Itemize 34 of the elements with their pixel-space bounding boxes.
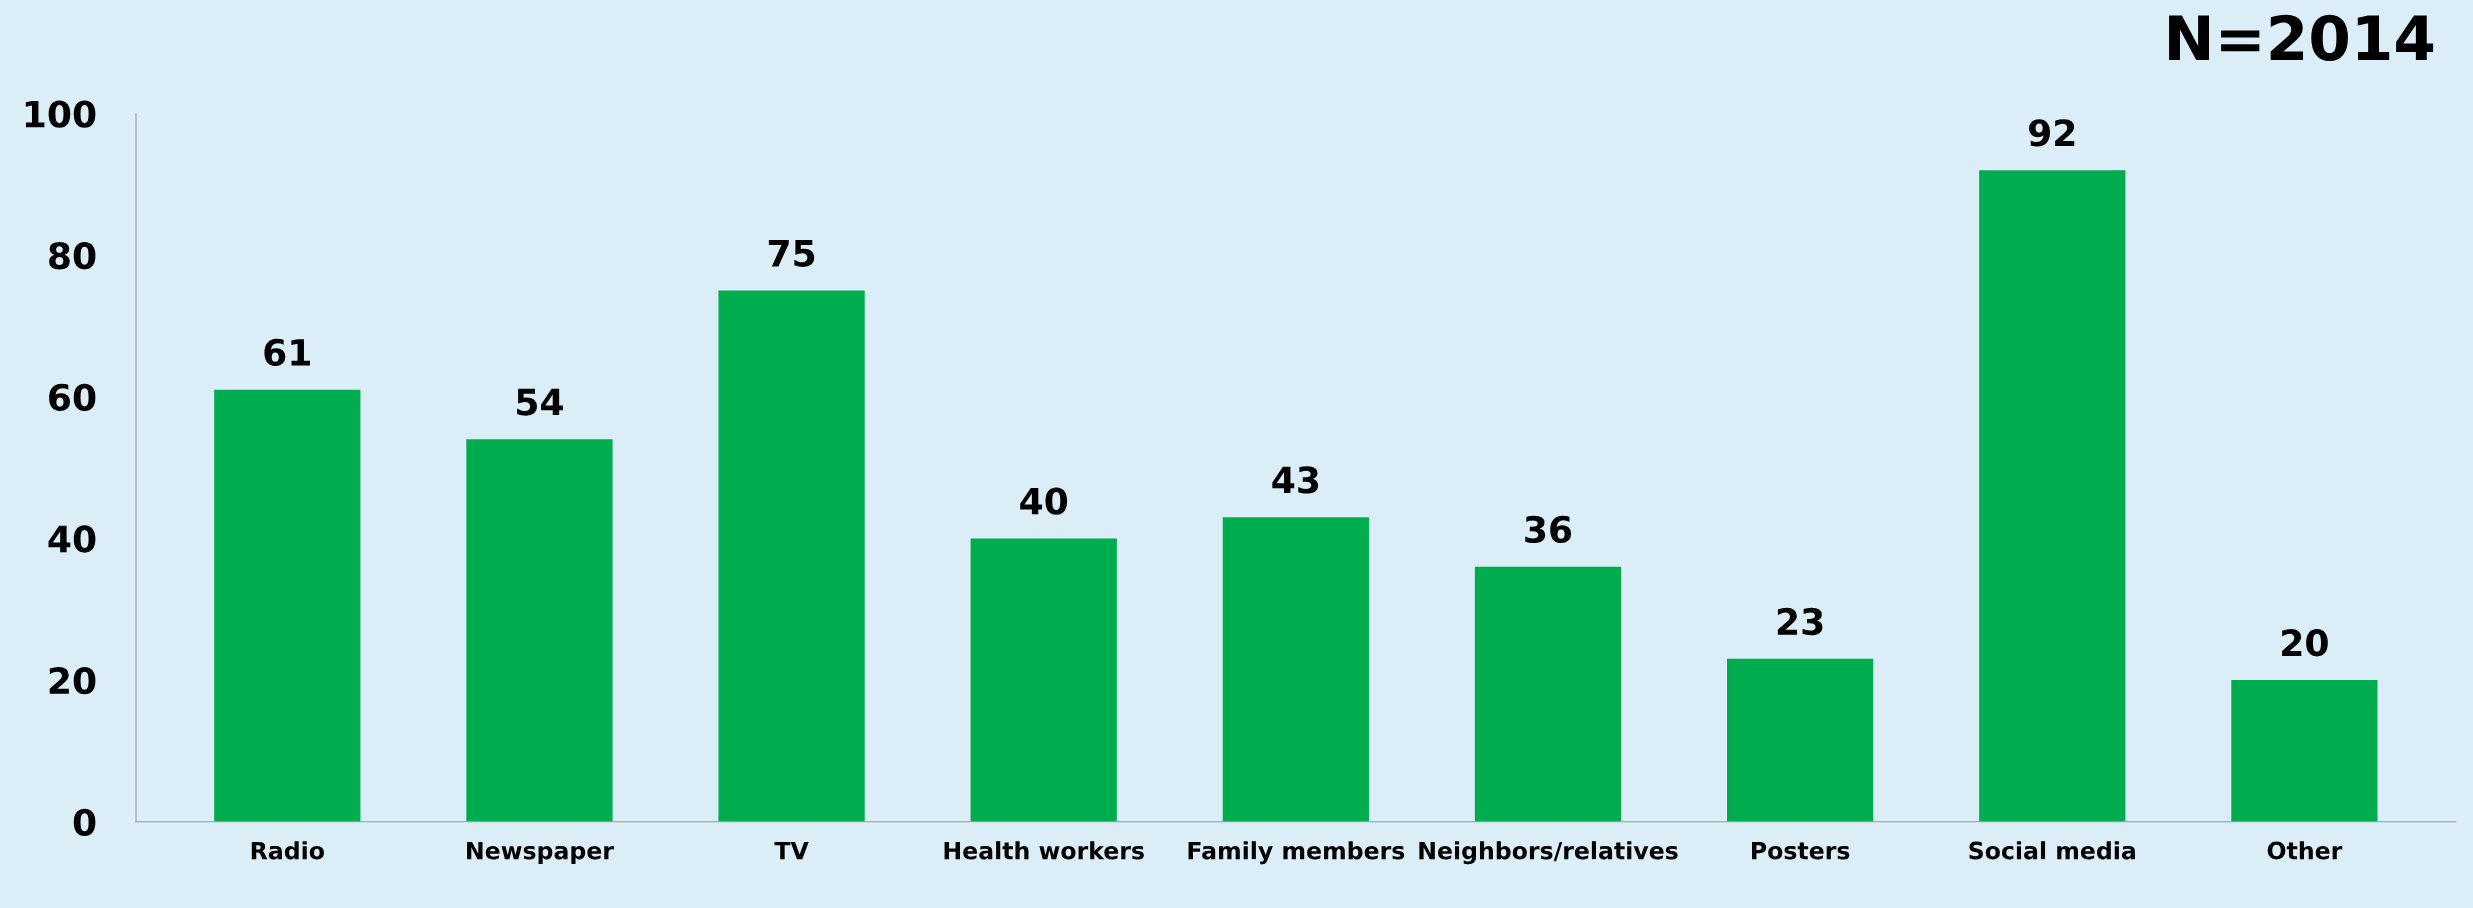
bar bbox=[1727, 658, 1874, 822]
bar bbox=[1222, 517, 1369, 822]
y-tick-label: 0 bbox=[73, 808, 96, 836]
bar bbox=[2231, 680, 2378, 822]
x-tick-label: Radio bbox=[251, 841, 324, 860]
bar bbox=[1474, 566, 1622, 822]
data-label: 23 bbox=[1777, 607, 1823, 636]
data-label: 75 bbox=[768, 240, 815, 267]
bar bbox=[214, 389, 361, 822]
x-tick-label: Newspaper bbox=[467, 841, 614, 865]
x-tick-label: Other bbox=[2267, 841, 2343, 860]
data-label: 40 bbox=[1020, 487, 1068, 515]
data-label: 92 bbox=[2029, 119, 2075, 147]
data-label: 43 bbox=[1272, 466, 1319, 494]
y-tick-label: 80 bbox=[49, 242, 96, 270]
y-tick-label: 20 bbox=[49, 667, 96, 695]
x-tick-label: Posters bbox=[1752, 841, 1850, 860]
x-tick-label: Family members bbox=[1188, 841, 1405, 865]
text: N=2014 bbox=[2169, 14, 2434, 61]
bar bbox=[1979, 170, 2126, 822]
y-tick-label: 60 bbox=[49, 383, 96, 412]
x-tick-label: Neighbors/relatives bbox=[1419, 841, 1678, 865]
data-label: 54 bbox=[517, 388, 563, 416]
x-tick-label: Health workers bbox=[944, 841, 1144, 860]
data-label: 36 bbox=[1525, 515, 1572, 544]
data-label: 20 bbox=[2282, 629, 2328, 657]
data-label: 61 bbox=[264, 338, 310, 367]
bar bbox=[718, 290, 865, 822]
x-tick-label: TV bbox=[774, 841, 809, 860]
bar bbox=[466, 439, 613, 822]
bar bbox=[970, 538, 1117, 822]
y-tick-label: 100 bbox=[25, 100, 96, 128]
x-tick-label: Social media bbox=[1969, 841, 2135, 860]
y-tick-label: 40 bbox=[48, 525, 96, 553]
